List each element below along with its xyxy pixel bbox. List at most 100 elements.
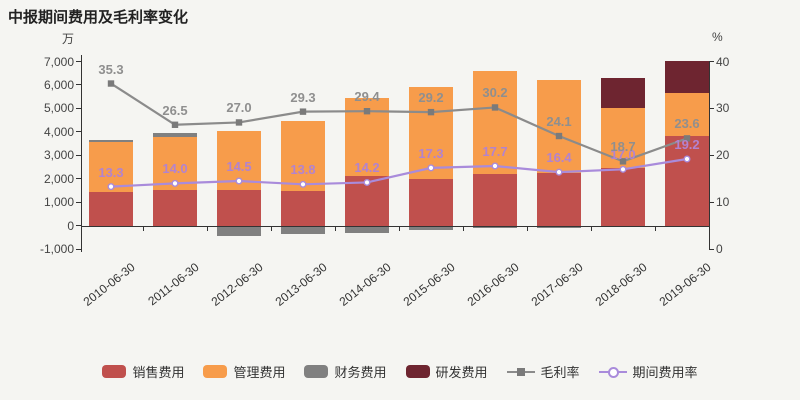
right-axis-tick-label: 40 <box>716 54 730 69</box>
legend-swatch-icon <box>405 365 430 378</box>
x-axis-tick <box>399 226 400 231</box>
legend-swatch-icon <box>203 365 228 378</box>
left-axis-tick <box>76 178 81 180</box>
left-axis-tick <box>76 154 81 156</box>
bar-segment-财务费用 <box>89 139 133 143</box>
square-marker-毛利率 <box>235 119 243 126</box>
legend-item-expense-ratio[interactable]: 期间费用率 <box>598 362 698 381</box>
left-axis-tick <box>76 225 81 227</box>
x-axis-tick <box>207 226 208 231</box>
point-label-毛利率: 27.0 <box>226 100 252 116</box>
legend-item-finance[interactable]: 财务费用 <box>304 362 387 381</box>
square-marker-毛利率 <box>107 80 115 87</box>
legend-label: 期间费用率 <box>632 365 698 380</box>
point-label-毛利率: 29.3 <box>290 89 316 105</box>
bar-segment-销售费用 <box>409 178 453 226</box>
bar-segment-销售费用 <box>473 174 517 226</box>
right-axis-tick-label: 30 <box>716 101 730 116</box>
point-label-期间费用率: 13.8 <box>290 162 316 178</box>
right-axis-tick-label: 20 <box>716 148 730 163</box>
bar-segment-财务费用 <box>153 133 197 138</box>
point-label-毛利率: 23.6 <box>674 116 700 132</box>
left-axis-spine <box>81 55 82 252</box>
left-axis-tick <box>76 84 81 86</box>
legend: 销售费用 管理费用 财务费用 研发费用 毛利率 期间费用率 <box>0 362 800 381</box>
legend-square-line-icon <box>506 365 535 378</box>
legend-item-sales[interactable]: 销售费用 <box>102 362 184 381</box>
point-label-期间费用率: 13.3 <box>98 164 124 180</box>
chart-title: 中报期间费用及毛利率变化 <box>8 9 189 26</box>
bar-segment-财务费用 <box>345 225 389 234</box>
legend-item-admin[interactable]: 管理费用 <box>203 362 285 381</box>
bar-segment-销售费用 <box>601 168 645 226</box>
right-axis-spine <box>709 61 710 249</box>
left-axis-tick-label: -1,000 <box>39 242 74 256</box>
left-axis-tick-label: 4,000 <box>43 124 74 139</box>
bar-segment-销售费用 <box>153 189 197 226</box>
point-label-期间费用率: 14.0 <box>162 161 188 177</box>
left-axis-tick <box>76 61 81 62</box>
x-axis-tick <box>655 226 656 231</box>
bar-segment-研发费用 <box>601 78 645 109</box>
point-label-毛利率: 35.3 <box>98 61 124 77</box>
right-axis-tick-label: 10 <box>716 195 730 210</box>
legend-circle-line-icon <box>598 365 627 378</box>
point-label-期间费用率: 14.2 <box>354 160 380 176</box>
square-marker-毛利率 <box>171 121 179 128</box>
left-axis-tick-label: 2,000 <box>43 171 74 186</box>
right-axis-tick-label: 0 <box>716 242 723 256</box>
left-axis-tick <box>76 107 81 109</box>
left-axis-tick-label: 0 <box>67 218 74 233</box>
left-axis-tick-label: 1,000 <box>43 195 74 210</box>
x-axis-tick <box>271 226 272 231</box>
legend-swatch-icon <box>102 365 127 378</box>
legend-label: 销售费用 <box>132 365 185 380</box>
bar-segment-研发费用 <box>665 61 709 93</box>
point-label-期间费用率: 17.3 <box>418 145 444 161</box>
bar-segment-财务费用 <box>281 225 325 234</box>
bar-segment-财务费用 <box>217 225 261 237</box>
left-axis-unit: 万 <box>62 32 75 46</box>
bar-segment-管理费用 <box>281 120 325 191</box>
point-label-期间费用率: 19.2 <box>674 137 700 152</box>
left-axis-tick-label: 5,000 <box>43 101 74 116</box>
point-label-毛利率: 24.1 <box>546 114 572 130</box>
point-label-期间费用率: 17.0 <box>610 147 636 163</box>
x-axis-tick <box>463 226 464 231</box>
legend-swatch-icon <box>304 365 329 378</box>
point-label-毛利率: 29.2 <box>418 90 444 106</box>
x-axis-tick <box>143 226 144 231</box>
point-label-毛利率: 30.2 <box>482 85 508 101</box>
bar-segment-销售费用 <box>345 176 389 226</box>
left-axis-tick <box>76 201 81 203</box>
point-label-毛利率: 29.4 <box>354 89 380 105</box>
legend-label: 毛利率 <box>540 365 580 380</box>
legend-label: 研发费用 <box>435 365 488 380</box>
x-axis-tick <box>335 226 336 231</box>
left-axis-tick-label: 6,000 <box>43 77 74 92</box>
right-axis-tick <box>709 107 714 109</box>
right-axis-tick <box>709 154 714 156</box>
left-axis-tick <box>76 131 81 133</box>
left-axis-tick <box>76 248 81 250</box>
right-axis-unit: % <box>712 30 723 44</box>
x-axis-spine <box>81 225 710 227</box>
bar-segment-销售费用 <box>537 172 581 226</box>
legend-item-gross-margin[interactable]: 毛利率 <box>506 362 580 381</box>
left-axis-tick-label: 7,000 <box>43 54 74 69</box>
legend-label: 管理费用 <box>233 365 286 380</box>
x-axis-tick <box>591 226 592 231</box>
square-marker-毛利率 <box>299 108 307 115</box>
legend-item-rnd[interactable]: 研发费用 <box>405 362 488 381</box>
x-axis-tick <box>527 226 528 231</box>
right-axis-tick <box>709 201 714 203</box>
point-label-毛利率: 18.7 <box>610 139 636 155</box>
bar-segment-销售费用 <box>89 192 133 226</box>
point-label-期间费用率: 17.7 <box>482 144 508 160</box>
bar-segment-财务费用 <box>409 225 453 231</box>
bar-segment-销售费用 <box>217 190 261 226</box>
point-label-期间费用率: 14.5 <box>226 159 252 175</box>
legend-label: 财务费用 <box>334 365 387 380</box>
right-axis-tick <box>709 248 714 250</box>
